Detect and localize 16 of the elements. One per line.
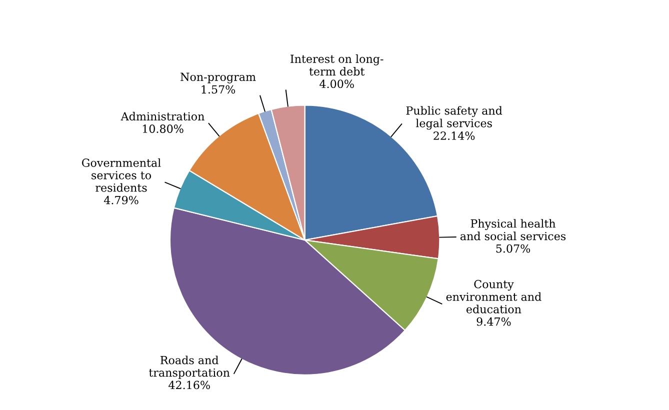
data-label: 4.00% xyxy=(320,80,354,88)
data-label: 10.80% xyxy=(142,124,184,133)
slice-label: Non-program xyxy=(180,72,256,84)
data-label: 5.07% xyxy=(496,244,530,253)
slice-label: Roads and transportation xyxy=(149,356,230,379)
slice-label: Physical health and social services xyxy=(460,219,566,240)
slice-label: Administration xyxy=(120,112,204,120)
data-label: 42.16% xyxy=(168,380,210,390)
slice-label: Public safety and legal services xyxy=(406,106,502,130)
data-label: 4.79% xyxy=(104,196,138,204)
data-label: 9.47% xyxy=(476,317,511,326)
data-label: 22.14% xyxy=(434,132,475,140)
data-label: 1.57% xyxy=(202,85,236,94)
slice-label: County environment and education xyxy=(446,280,542,314)
slice-label: Governmental services to residents xyxy=(82,158,161,192)
slice-label: Interest on long- term debt xyxy=(290,54,384,76)
